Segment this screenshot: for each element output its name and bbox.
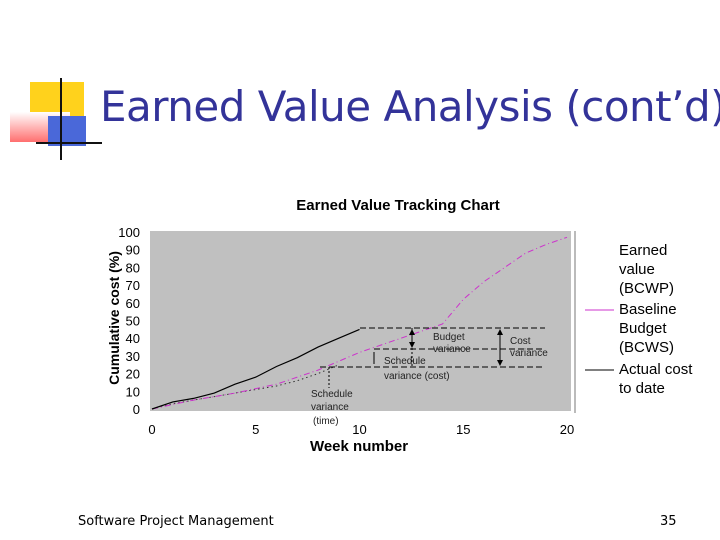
title-deco-horizontal-line [36, 142, 102, 144]
legend-baseline-budget-line-1: Baseline [619, 301, 677, 318]
y-tick-label: 90 [126, 243, 140, 258]
y-tick-label: 40 [126, 331, 140, 346]
legend-earned-value-line-2: value [619, 261, 655, 278]
annotations: Budget variance Cost variance Schedule v… [311, 332, 548, 427]
annotation-schedule-variance-cost-1: Schedule [384, 356, 426, 367]
y-tick-label: 60 [126, 296, 140, 311]
chart-title: Earned Value Tracking Chart [296, 197, 499, 214]
x-axis-ticks: 0 5 10 15 20 [148, 422, 574, 437]
annotation-schedule-variance-cost-2: variance (cost) [384, 371, 450, 382]
budget-variance-arrowhead-bottom [409, 342, 415, 348]
series-layer [151, 236, 568, 410]
legend-earned-value-line-1: Earned [619, 242, 668, 259]
legend-baseline-budget: Baseline Budget (BCWS) [619, 300, 677, 357]
variance-guides [320, 327, 545, 388]
y-tick-label: 20 [126, 367, 140, 382]
y-tick-label: 100 [118, 225, 140, 240]
legend-actual-cost-line-2: to date [619, 380, 665, 397]
x-axis-label: Week number [310, 438, 408, 455]
title-deco-blue-block [48, 116, 86, 146]
annotation-cost-variance-2: variance [510, 348, 548, 359]
annotation-schedule-variance-time-1: Schedule [311, 389, 353, 400]
annotation-cost-variance-1: Cost [510, 336, 531, 347]
x-tick-label: 0 [148, 422, 155, 437]
series-baseline-budget-line [151, 236, 568, 410]
annotation-schedule-variance-time-3: (time) [313, 416, 339, 427]
x-tick-label: 15 [456, 422, 470, 437]
y-tick-label: 70 [126, 278, 140, 293]
annotation-budget-variance-2: variance [433, 344, 471, 355]
budget-variance-arrowhead-top [409, 329, 415, 335]
x-tick-label: 10 [352, 422, 366, 437]
annotation-schedule-variance-time-2: variance [311, 402, 349, 413]
legend-actual-cost-line-1: Actual cost [619, 361, 693, 378]
slide-page-number: 35 [660, 514, 677, 529]
annotation-budget-variance-1: Budget [433, 332, 465, 343]
x-tick-label: 20 [560, 422, 574, 437]
plot-area [150, 231, 571, 411]
footer-course-name: Software Project Management [78, 514, 274, 529]
legend-baseline-budget-line-2: Budget [619, 320, 667, 337]
y-axis-ticks: 0 10 20 30 40 50 60 70 80 90 100 [118, 225, 140, 417]
legend-baseline-budget-line-3: (BCWS) [619, 339, 674, 356]
legend-earned-value-line-3: (BCWP) [619, 280, 674, 297]
y-tick-label: 80 [126, 260, 140, 275]
y-tick-label: 0 [133, 402, 140, 417]
cost-variance-arrowhead-bottom [497, 360, 503, 366]
y-axis-label: Cumulative cost (%) [106, 251, 122, 385]
y-tick-label: 30 [126, 349, 140, 364]
legend-earned-value: Earned value (BCWP) [619, 241, 674, 298]
x-tick-label: 5 [252, 422, 259, 437]
series-actual-cost-line [151, 328, 360, 410]
title-deco-vertical-line [60, 78, 62, 160]
y-tick-label: 50 [126, 314, 140, 329]
cost-variance-arrowhead-top [497, 329, 503, 335]
slide-title: Earned Value Analysis (cont’d) [100, 82, 720, 131]
y-tick-label: 10 [126, 384, 140, 399]
legend-actual-cost: Actual cost to date [619, 360, 692, 398]
